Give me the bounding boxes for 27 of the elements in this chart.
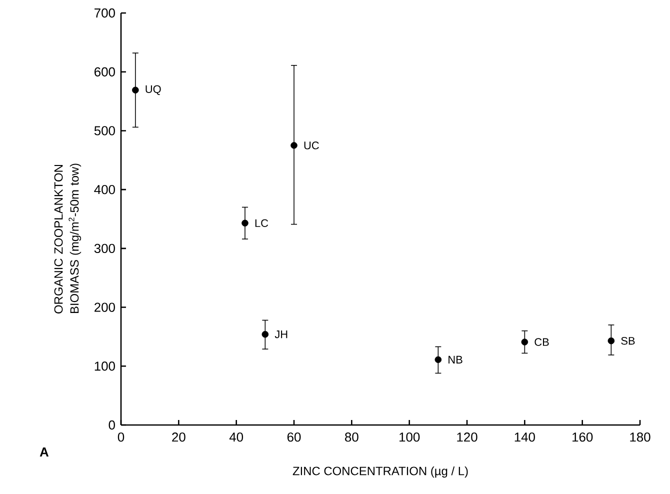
x-tick-label: 40 <box>229 432 244 442</box>
annotation: CB <box>534 338 549 346</box>
annotation: JH <box>274 330 288 338</box>
annotation: UQ <box>146 85 161 95</box>
y-tick-label: 100 <box>94 362 115 371</box>
x-tick-label: 100 <box>400 432 420 442</box>
text: A <box>40 448 49 456</box>
annotation: LC <box>255 219 268 227</box>
y-tick-label: 300 <box>94 244 115 254</box>
x-tick-label: 60 <box>287 432 301 442</box>
annotation: NB <box>448 356 462 364</box>
x-tick-label: 120 <box>457 432 478 442</box>
y-tick-label: 600 <box>94 67 115 76</box>
x-tick-label: 180 <box>630 432 650 442</box>
x-tick-label: 80 <box>345 432 358 442</box>
y-tick-label: 200 <box>94 302 115 312</box>
y-tick-label: 700 <box>94 8 115 18</box>
x-tick-label: 160 <box>572 432 593 442</box>
y-tick-label: 400 <box>94 184 115 194</box>
annotation: SB <box>621 336 635 345</box>
x-axis-title: ZINC CONCENTRATION (µg / L) <box>292 466 468 478</box>
y-tick-label: 0 <box>108 420 115 430</box>
y-tick-label: 500 <box>94 126 115 136</box>
x-tick-label: 0 <box>118 432 124 442</box>
x-tick-label: 20 <box>172 432 186 442</box>
annotation: UC <box>304 142 319 150</box>
x-tick-label: 140 <box>514 432 535 442</box>
